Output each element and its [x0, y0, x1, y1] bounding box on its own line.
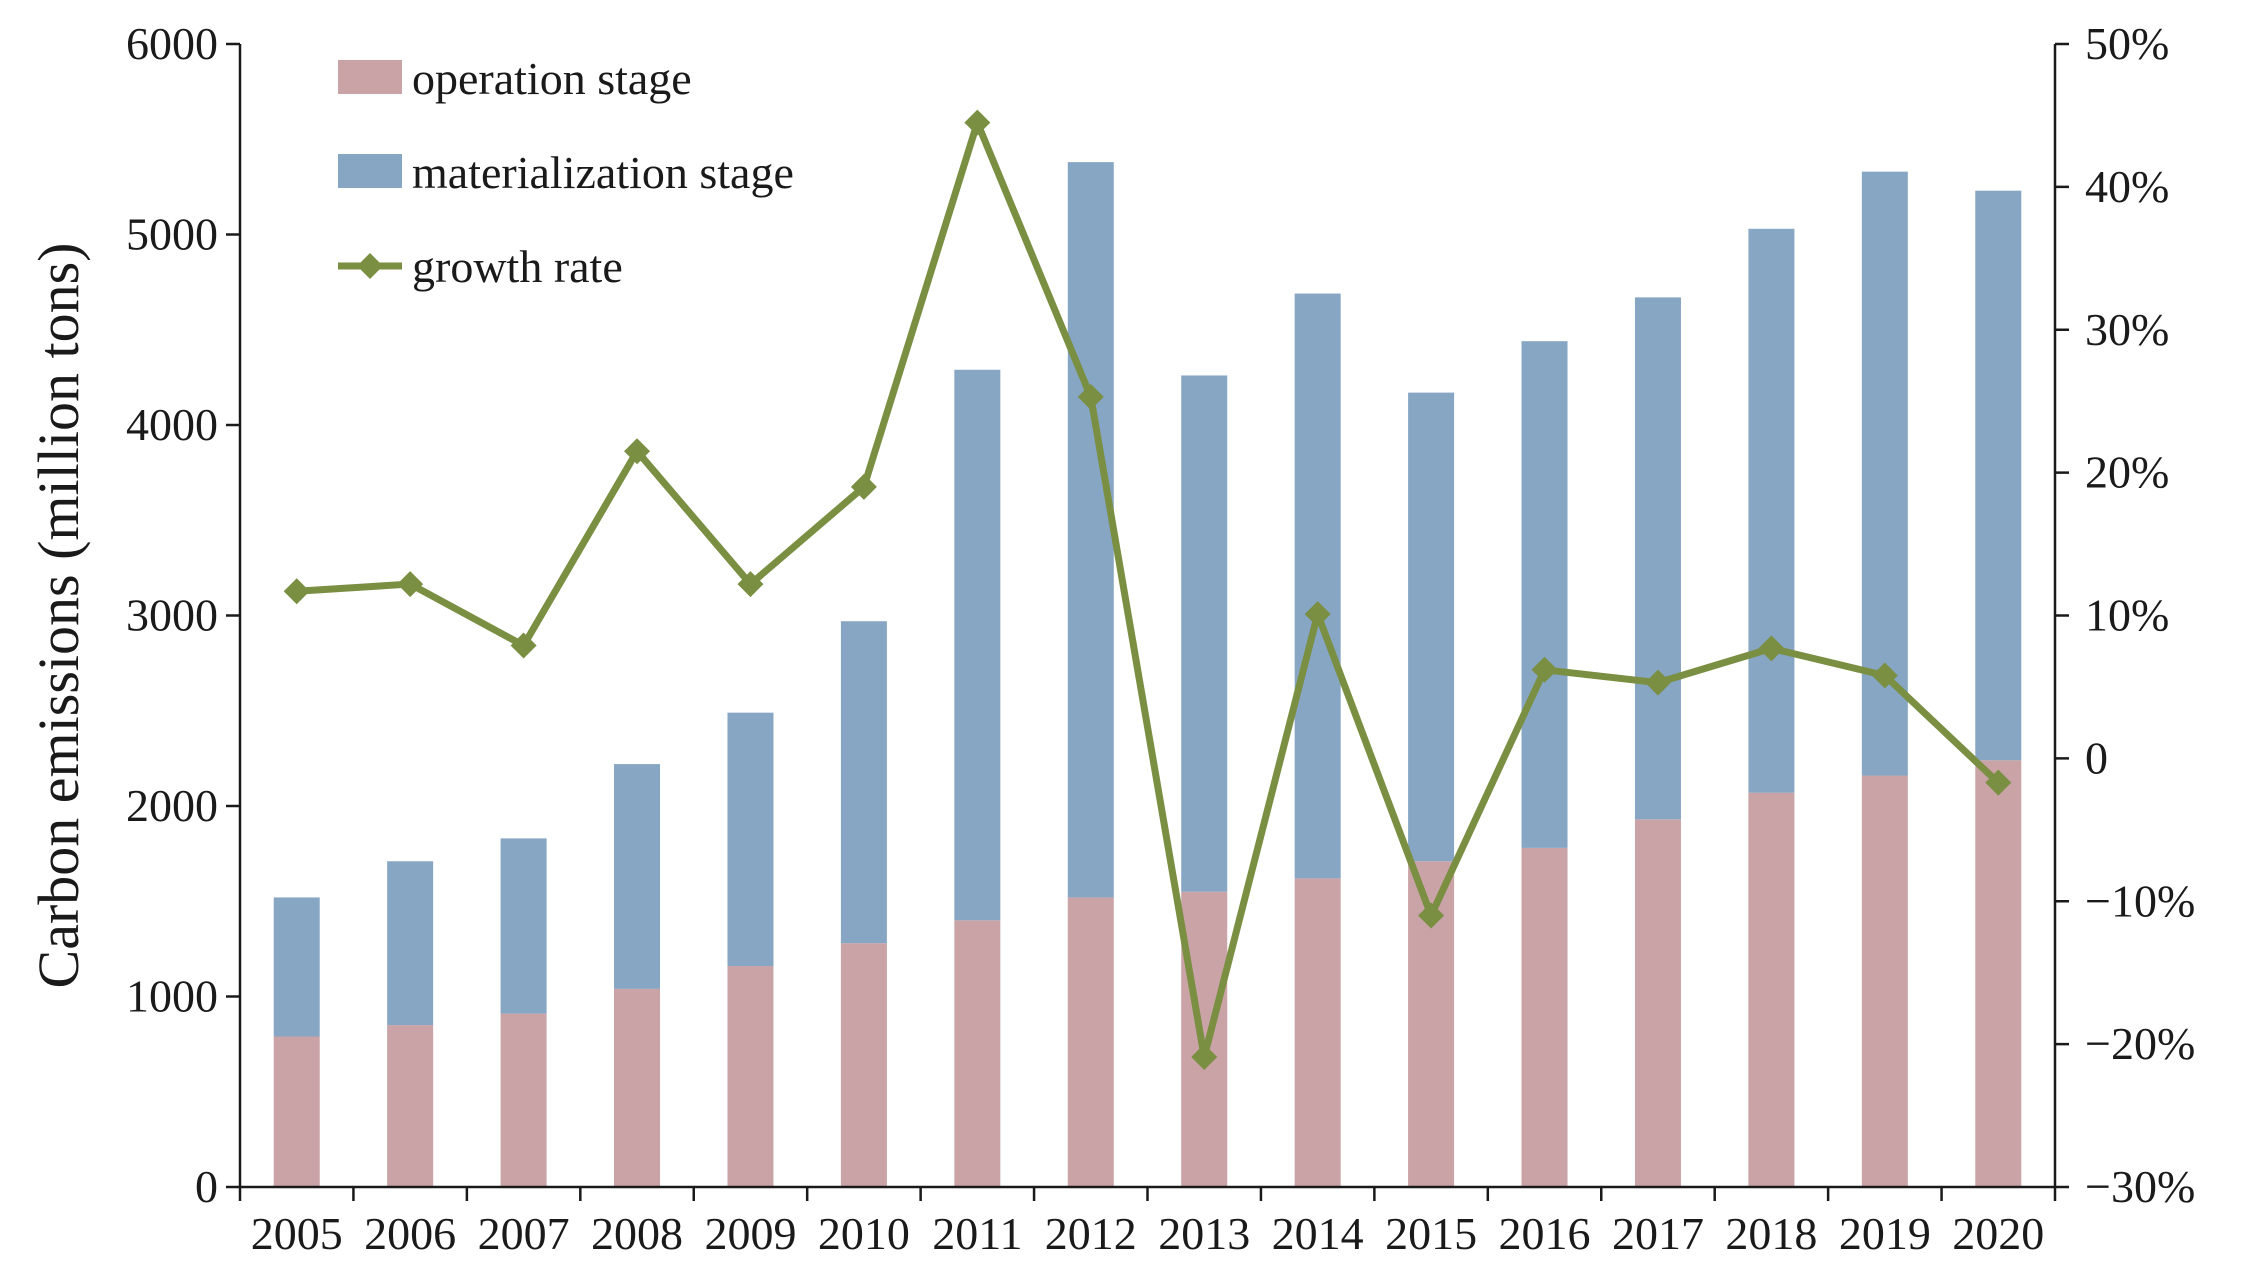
bar-operation-2007 — [500, 1013, 547, 1187]
growth-rate-point-2008 — [624, 438, 651, 465]
bar-operation-2019 — [1861, 775, 1908, 1187]
x-tick-label: 2006 — [364, 1208, 456, 1259]
legend-label-materialization: materialization stage — [412, 147, 794, 198]
growth-rate-point-2010 — [850, 473, 877, 500]
legend-swatch-materialization — [338, 154, 402, 188]
x-tick-label: 2013 — [1158, 1208, 1250, 1259]
growth-rate-point-2007 — [510, 632, 537, 659]
bar-materialization-2014 — [1294, 293, 1341, 879]
bar-operation-2005 — [273, 1036, 320, 1187]
x-tick-label: 2010 — [818, 1208, 910, 1259]
bar-operation-2020 — [1975, 760, 2022, 1187]
right-tick-label: 40% — [2085, 161, 2169, 212]
growth-rate-point-2006 — [397, 571, 424, 598]
x-tick-label: 2012 — [1045, 1208, 1137, 1259]
growth-rate-point-2020 — [1985, 769, 2012, 796]
right-tick-label: −30% — [2085, 1161, 2195, 1212]
bar-operation-2014 — [1294, 878, 1341, 1187]
legend-swatch-operation — [338, 60, 402, 94]
x-tick-label: 2015 — [1385, 1208, 1477, 1259]
bar-operation-2008 — [614, 988, 661, 1187]
x-tick-label: 2018 — [1725, 1208, 1817, 1259]
growth-rate-point-2019 — [1871, 662, 1898, 689]
bar-operation-2017 — [1634, 819, 1681, 1187]
bar-operation-2018 — [1748, 792, 1795, 1187]
right-tick-label: 50% — [2085, 18, 2169, 69]
growth-rate-point-2009 — [737, 571, 764, 598]
legend-label-growth: growth rate — [412, 241, 623, 292]
bar-materialization-2011 — [954, 369, 1001, 921]
bar-materialization-2008 — [614, 764, 661, 989]
bar-operation-2010 — [840, 943, 887, 1187]
bar-materialization-2009 — [727, 712, 774, 967]
bar-materialization-2005 — [273, 897, 320, 1037]
bar-materialization-2017 — [1634, 297, 1681, 820]
bar-operation-2012 — [1067, 897, 1114, 1187]
right-tick-label: 20% — [2085, 447, 2169, 498]
right-tick-label: 10% — [2085, 590, 2169, 641]
x-tick-label: 2014 — [1272, 1208, 1364, 1259]
bar-materialization-2006 — [387, 861, 434, 1026]
left-tick-label: 2000 — [126, 780, 218, 831]
axis-labels-group: Carbon emissions (million tons) — [26, 243, 91, 989]
left-tick-label: 6000 — [126, 18, 218, 69]
bar-operation-2011 — [954, 920, 1001, 1187]
bar-operation-2009 — [727, 966, 774, 1187]
left-tick-label: 5000 — [126, 209, 218, 260]
bar-materialization-2020 — [1975, 190, 2022, 761]
bar-operation-2006 — [387, 1025, 434, 1187]
bar-materialization-2018 — [1748, 228, 1795, 793]
x-tick-label: 2005 — [251, 1208, 343, 1259]
y-axis-title: Carbon emissions (million tons) — [26, 243, 91, 989]
left-tick-label: 3000 — [126, 590, 218, 641]
growth-rate-line — [296, 119, 2001, 1061]
growth-rate-point-2014 — [1304, 601, 1331, 628]
right-tick-label: 30% — [2085, 304, 2169, 355]
x-tick-label: 2009 — [704, 1208, 796, 1259]
legend-swatch-growth-marker — [357, 253, 383, 279]
growth-rate-point-2012 — [1077, 383, 1104, 410]
x-tick-label: 2017 — [1612, 1208, 1704, 1259]
left-tick-label: 1000 — [126, 971, 218, 1022]
bar-operation-2016 — [1521, 847, 1568, 1187]
bar-materialization-2016 — [1521, 341, 1568, 848]
growth-line-group — [283, 109, 2012, 1070]
x-tick-label: 2019 — [1839, 1208, 1931, 1259]
growth-rate-point-2015 — [1418, 902, 1445, 929]
bar-materialization-2013 — [1181, 375, 1228, 892]
legend-label-operation: operation stage — [412, 53, 692, 104]
growth-rate-point-2016 — [1531, 656, 1558, 683]
legend: operation stage materialization stage grow… — [338, 53, 794, 292]
growth-rate-point-2018 — [1758, 635, 1785, 662]
axes-group: 0 1000 2000 3000 4000 5000 6000 −30% −20% −10% 0 10… — [126, 18, 2195, 1259]
x-tick-label: 2007 — [478, 1208, 570, 1259]
x-tick-label: 2008 — [591, 1208, 683, 1259]
right-tick-label: −10% — [2085, 875, 2195, 926]
growth-rate-point-2011 — [964, 109, 991, 136]
left-tick-label: 4000 — [126, 399, 218, 450]
growth-rate-point-2005 — [283, 578, 310, 605]
x-tick-label: 2020 — [1952, 1208, 2044, 1259]
left-tick-label: 0 — [195, 1161, 218, 1212]
x-tick-label: 2016 — [1499, 1208, 1591, 1259]
right-tick-label: 0 — [2085, 732, 2108, 783]
right-tick-label: −20% — [2085, 1018, 2195, 1069]
x-tick-label: 2011 — [932, 1208, 1022, 1259]
growth-rate-point-2013 — [1191, 1043, 1218, 1070]
bar-materialization-2007 — [500, 838, 547, 1014]
bar-materialization-2015 — [1408, 392, 1455, 862]
growth-rate-point-2017 — [1644, 669, 1671, 696]
bar-group — [273, 162, 2022, 1187]
bar-materialization-2012 — [1067, 162, 1114, 898]
bar-materialization-2010 — [840, 621, 887, 944]
